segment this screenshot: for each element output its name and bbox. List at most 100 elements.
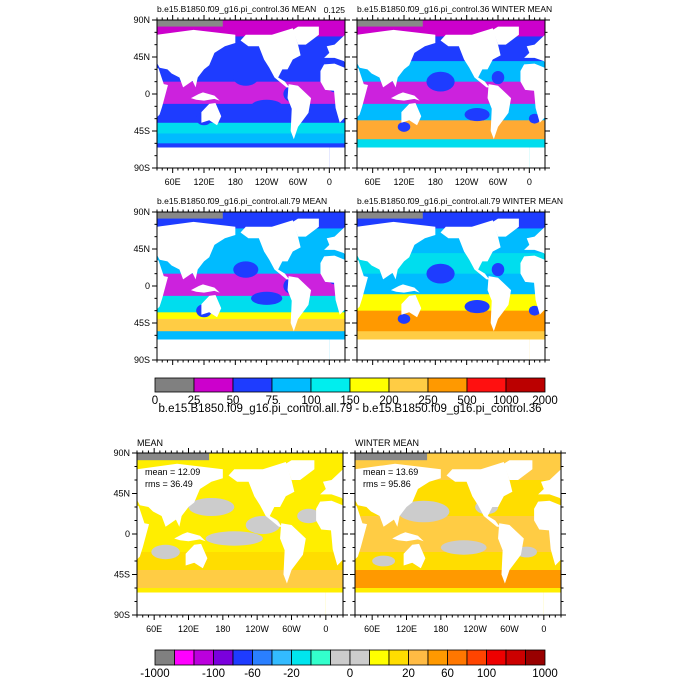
field-patch: [250, 291, 283, 305]
field-patch: [0, 498, 28, 516]
land: [324, 226, 345, 255]
colorbar-box: [154, 377, 195, 393]
land: [357, 259, 368, 310]
maps: [0, 15, 700, 620]
land: [529, 339, 545, 360]
field-patch: [8, 112, 24, 125]
land: [280, 523, 306, 584]
field-band: [157, 103, 345, 124]
lon-label: 0: [323, 624, 328, 634]
land: [53, 220, 113, 279]
colorbar-label: 2000: [532, 395, 558, 407]
land: [524, 34, 545, 63]
land: [0, 544, 1, 568]
colorbar-box: [291, 649, 312, 666]
lon-label: 180: [228, 177, 243, 187]
colorbar-box: [427, 649, 448, 666]
colorbar-label: 20: [402, 668, 415, 680]
map-panel: [0, 453, 343, 616]
land: [157, 147, 330, 168]
land: [137, 463, 223, 527]
field-patch: [653, 300, 678, 313]
land: [629, 28, 689, 87]
land: [329, 147, 345, 168]
colorbar-label: 1000: [532, 668, 558, 680]
land: [100, 84, 124, 139]
land: [357, 67, 368, 118]
colorbar-label: 150: [340, 395, 359, 407]
lat-label: 90S: [134, 355, 150, 365]
field-patch: [95, 86, 114, 102]
field-patch: [233, 261, 259, 278]
ice: [357, 212, 423, 219]
lon-label: 60W: [282, 624, 301, 634]
land: [579, 92, 608, 100]
field-band: [157, 133, 345, 144]
land: [287, 84, 312, 140]
land: [538, 469, 561, 501]
field-band: [357, 103, 545, 121]
lat-label: 0: [145, 89, 150, 99]
land: [0, 30, 47, 88]
lat-label: 0: [145, 281, 150, 291]
land: [157, 29, 236, 88]
colorbar-label: 50: [227, 395, 240, 407]
land: [137, 592, 326, 615]
land: [357, 221, 436, 280]
colorbar-box: [154, 649, 175, 666]
land: [320, 255, 345, 315]
field-patch: [578, 556, 601, 567]
lon-label: 120E: [396, 624, 417, 634]
field-patch: [250, 99, 283, 113]
land: [105, 27, 131, 45]
field-patch: [426, 263, 455, 284]
lon-label: 60E: [146, 624, 162, 634]
land: [3, 92, 32, 100]
land: [53, 28, 113, 87]
panel-title: b.e15.B1850.f09_g16.pi_control.all.79 WI…: [357, 196, 563, 206]
field-patch: [653, 108, 678, 121]
field-patch: [188, 498, 235, 516]
colorbar-box: [466, 649, 487, 666]
land: [392, 532, 424, 542]
field-patch: [586, 314, 599, 324]
lon-label: 60E: [365, 177, 381, 187]
lon-label: 120W: [255, 177, 279, 187]
land: [201, 295, 222, 318]
land: [0, 339, 141, 360]
lat-label: 45S: [114, 570, 130, 580]
colorbar-box: [193, 377, 234, 393]
colorbar-label: 25: [188, 395, 201, 407]
land: [676, 84, 700, 139]
field-patch: [491, 262, 505, 277]
field-patch: [464, 299, 490, 314]
land: [320, 469, 343, 501]
land: [157, 259, 168, 310]
land: [487, 84, 512, 140]
map-panel: [0, 20, 345, 168]
lon-label: 180: [215, 624, 230, 634]
land: [292, 26, 319, 45]
field-patch: [614, 72, 642, 92]
colorbar-box: [193, 649, 214, 666]
ice: [157, 212, 223, 219]
lat-label: 90N: [133, 207, 150, 217]
field-patch: [604, 501, 656, 523]
map-panel: [357, 20, 700, 168]
stat-mean: mean = 12.09: [145, 467, 200, 477]
lat-label: 45N: [133, 52, 150, 62]
land: [681, 219, 700, 237]
lat-label: 90N: [113, 448, 130, 458]
land: [524, 226, 545, 255]
colorbar-box: [213, 649, 234, 666]
field-patch: [245, 516, 281, 534]
field-patch: [440, 540, 487, 555]
lat-label: 90S: [114, 610, 130, 620]
colorbar-box: [525, 649, 546, 666]
field-patch: [647, 540, 693, 554]
lon-label: 180: [433, 624, 448, 634]
field-band: [357, 310, 545, 332]
stat-rms: rms = 95.86: [363, 479, 411, 489]
panel-title: b.e15.B1850.f09_g16.pi_control.36 WINTER…: [357, 4, 552, 14]
land: [0, 593, 120, 616]
